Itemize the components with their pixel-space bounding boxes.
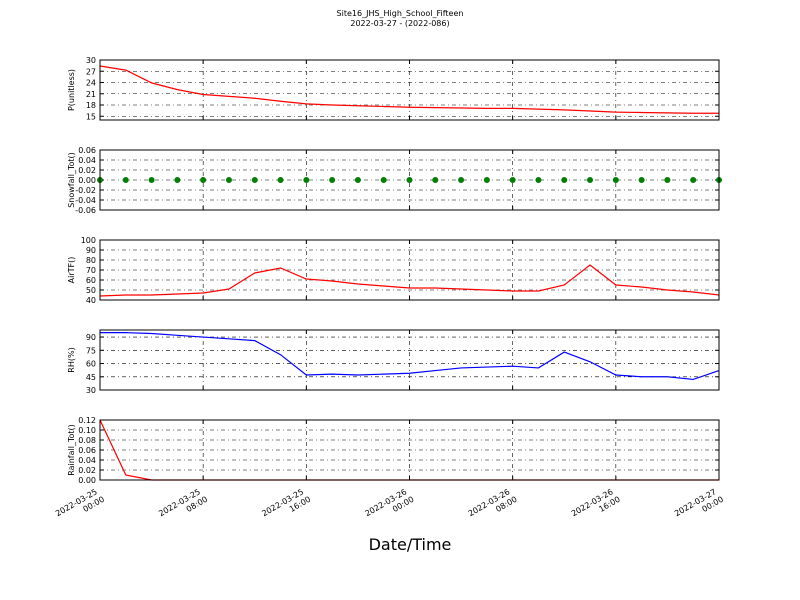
y-tick-label: 0.08	[78, 436, 96, 445]
y-tick-label: -0.04	[75, 196, 96, 205]
y-axis-label: P(unitless)	[67, 69, 76, 111]
data-point	[148, 177, 155, 183]
data-point	[406, 177, 413, 183]
data-point	[535, 177, 542, 183]
data-point	[483, 177, 490, 183]
data-point	[664, 177, 671, 183]
axes-frame	[99, 329, 720, 391]
y-tick-label: 0.02	[78, 166, 96, 175]
data-point	[200, 177, 207, 183]
y-tick-label: 45	[86, 373, 96, 382]
data-point	[251, 177, 258, 183]
y-tick-label: 50	[86, 286, 96, 295]
data-point	[561, 177, 568, 183]
y-tick-label: 90	[86, 246, 96, 255]
data-point	[458, 177, 465, 183]
data-point	[303, 177, 310, 183]
data-line	[99, 264, 720, 297]
y-tick-label: 0.06	[78, 446, 96, 455]
y-tick-label: 75	[86, 346, 96, 355]
y-tick-label: 0.00	[78, 476, 96, 485]
data-point	[587, 177, 594, 183]
data-point	[638, 177, 645, 183]
data-point	[612, 177, 619, 183]
y-tick-label: 100	[81, 236, 96, 245]
data-point	[225, 177, 232, 183]
y-tick-label: -0.06	[75, 206, 96, 215]
data-point	[277, 177, 284, 183]
y-axis-label: AirTF()	[67, 257, 76, 284]
data-point	[509, 177, 516, 183]
data-point	[329, 177, 336, 183]
data-point	[380, 177, 387, 183]
y-tick-label: 0.04	[78, 156, 96, 165]
y-tick-label: 0.04	[78, 456, 96, 465]
y-tick-label: 0.06	[78, 146, 96, 155]
data-line	[100, 332, 720, 381]
data-point	[122, 177, 129, 183]
y-tick-label: -0.02	[75, 186, 96, 195]
y-tick-label: 60	[86, 360, 96, 369]
y-tick-label: 30	[86, 386, 96, 395]
y-tick-label: 90	[86, 333, 96, 342]
axes-frame	[99, 149, 720, 211]
data-point	[690, 177, 697, 183]
y-tick-label: 21	[86, 90, 96, 99]
y-tick-label: 15	[86, 112, 96, 121]
y-tick-label: 70	[86, 266, 96, 275]
title: Site16_JHS_High_School_Fifteen	[337, 9, 464, 18]
y-tick-label: 0.00	[78, 176, 96, 185]
y-tick-label: 27	[86, 67, 96, 76]
data-line	[99, 65, 719, 114]
y-axis-label: RH(%)	[67, 347, 76, 372]
y-tick-label: 24	[86, 79, 96, 88]
axes-frame	[99, 239, 720, 301]
data-point	[432, 177, 439, 183]
y-tick-label: 40	[86, 296, 96, 305]
y-axis-label: Rainfall_Tot()	[67, 424, 76, 476]
y-tick-label: 0.10	[78, 426, 96, 435]
subtitle: 2022-03-27 - (2022-086)	[350, 19, 449, 28]
axes-frame	[99, 59, 720, 121]
y-tick-label: 80	[86, 256, 96, 265]
y-tick-label: 60	[86, 276, 96, 285]
y-tick-label: 0.12	[78, 416, 96, 425]
y-tick-label: 18	[86, 101, 96, 110]
y-axis-label: Snowfall_Tot()	[67, 152, 76, 208]
x-axis-label: Date/Time	[369, 535, 452, 554]
y-tick-label: 30	[86, 56, 96, 65]
data-point	[354, 177, 361, 183]
y-tick-label: 0.02	[78, 466, 96, 475]
data-point	[174, 177, 181, 183]
axes-frame	[99, 419, 720, 481]
